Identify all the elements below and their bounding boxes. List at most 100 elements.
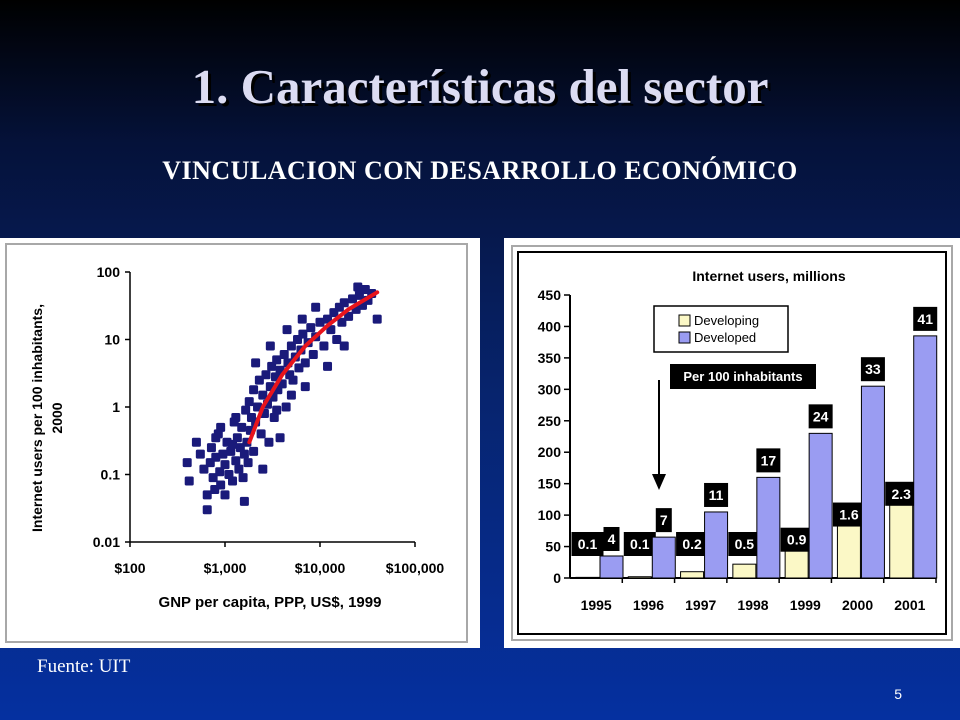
scatter-point: [238, 473, 248, 483]
bar-developed: [913, 335, 938, 579]
bar-y-tick-label: 200: [538, 444, 562, 460]
scatter-point: [261, 370, 271, 380]
scatter-point: [228, 439, 238, 449]
legend-box: [653, 305, 789, 353]
scatter-x-tick-label: $10,000: [295, 560, 346, 576]
bar-y-tick-label: 400: [538, 318, 562, 334]
bar-x-tick-label: 1999: [790, 597, 821, 613]
bar-developed: [704, 511, 729, 579]
legend-label-developing: Developing: [694, 313, 759, 328]
scatter-point: [237, 422, 247, 432]
scatter-x-tick-label: $100: [114, 560, 145, 576]
bar-value-label-box: [603, 526, 620, 551]
scatter-point: [202, 505, 212, 515]
scatter-point: [308, 349, 318, 359]
bar-y-tick-label: 0: [553, 570, 561, 586]
bar-chart-frame-inner: [517, 251, 947, 635]
scatter-y-tick-label: 1: [112, 399, 120, 415]
bar-x-tick-label: 1995: [581, 597, 612, 613]
scatter-point: [206, 443, 216, 453]
bar-developing: [575, 576, 600, 579]
scatter-chart-frame: [5, 243, 468, 643]
bar-chart-title: Internet users, millions: [692, 268, 845, 284]
scatter-point: [272, 355, 282, 365]
bar-value-label: 0.5: [735, 536, 755, 552]
bar-value-label-box: [728, 532, 761, 556]
scatter-point: [228, 476, 238, 486]
bar-developing: [784, 549, 809, 579]
bar-value-label-box: [704, 482, 729, 507]
scatter-y-tick-label: 100: [97, 264, 121, 280]
bar-value-label: 17: [761, 452, 777, 468]
annotation-label: Per 100 inhabitants: [683, 369, 802, 384]
bar-value-label-box: [913, 306, 938, 331]
scatter-ylabel-group: Internet users per 100 inhabitants, 2000: [29, 304, 65, 532]
bar-y-tick-label: 250: [538, 413, 562, 429]
bar-y-tick-label: 100: [538, 507, 562, 523]
bar-x-tick-label: 2001: [894, 597, 925, 613]
scatter-y-tick-label: 0.01: [93, 534, 120, 550]
slide-subtitle: VINCULACION CON DESARROLLO ECONÓMICO: [162, 156, 798, 185]
bar-y-tick-label: 50: [545, 539, 561, 555]
bar-value-label: 33: [865, 361, 881, 377]
bar-value-label-box: [571, 532, 604, 556]
bar-value-label: 0.9: [787, 532, 807, 548]
bar-chart-panel: Internet users, millions Developing Deve…: [504, 238, 960, 648]
scatter-x-tick-label: $100,000: [386, 560, 445, 576]
scatter-point: [279, 349, 289, 359]
bar-y-tick-label: 350: [538, 350, 562, 366]
bar-value-label: 0.1: [578, 536, 598, 552]
scatter-point: [298, 329, 308, 339]
scatter-point: [269, 412, 279, 422]
slide-number: 5: [894, 686, 902, 702]
scatter-point: [199, 464, 209, 474]
scatter-point: [319, 341, 329, 351]
scatter-chart: Internet users per 100 inhabitants, 2000…: [5, 243, 468, 643]
legend-swatch-developed: [678, 331, 691, 344]
scatter-point: [258, 390, 268, 400]
scatter-point: [288, 375, 298, 385]
bar-value-label-box: [623, 532, 656, 556]
scatter-point: [348, 294, 358, 304]
scatter-xlabel: GNP per capita, PPP, US$, 1999: [159, 594, 382, 611]
scatter-point: [195, 449, 205, 459]
scatter-point: [297, 314, 307, 324]
scatter-point: [244, 397, 254, 407]
scatter-point: [243, 458, 253, 468]
scatter-point: [286, 390, 296, 400]
scatter-point: [249, 446, 259, 456]
bar-developed: [599, 555, 624, 579]
scatter-point: [239, 496, 249, 506]
scatter-point: [211, 452, 221, 462]
annotation-box: [670, 364, 816, 389]
scatter-point: [234, 464, 244, 474]
bar-developed: [756, 476, 781, 579]
scatter-y-tick-label: 10: [104, 332, 120, 348]
scatter-point: [191, 437, 201, 447]
scatter-y-tick-label: 0.1: [101, 467, 121, 483]
scatter-point: [264, 437, 274, 447]
scatter-point: [315, 317, 325, 327]
scatter-point: [353, 282, 363, 292]
bar-y-tick-label: 150: [538, 476, 562, 492]
scatter-point: [337, 317, 347, 327]
scatter-point: [372, 314, 382, 324]
scatter-point: [220, 460, 230, 470]
scatter-point: [231, 412, 241, 422]
scatter-point: [306, 323, 316, 333]
bar-value-label: 0.2: [682, 536, 702, 552]
scatter-point: [311, 302, 321, 312]
scatter-point: [216, 422, 226, 432]
bar-developing: [732, 563, 757, 579]
scatter-point: [182, 458, 192, 468]
bar-value-label-box: [756, 448, 781, 473]
bar-developing: [836, 524, 861, 579]
annotation-arrow-head: [652, 474, 666, 490]
bar-value-label-box: [885, 481, 918, 506]
scatter-point: [339, 341, 349, 351]
scatter-point: [251, 358, 261, 368]
scatter-point: [344, 311, 354, 321]
source-note: Fuente: UIT: [37, 656, 131, 677]
bar-x-tick-label: 1998: [737, 597, 768, 613]
bar-x-tick-label: 2000: [842, 597, 873, 613]
